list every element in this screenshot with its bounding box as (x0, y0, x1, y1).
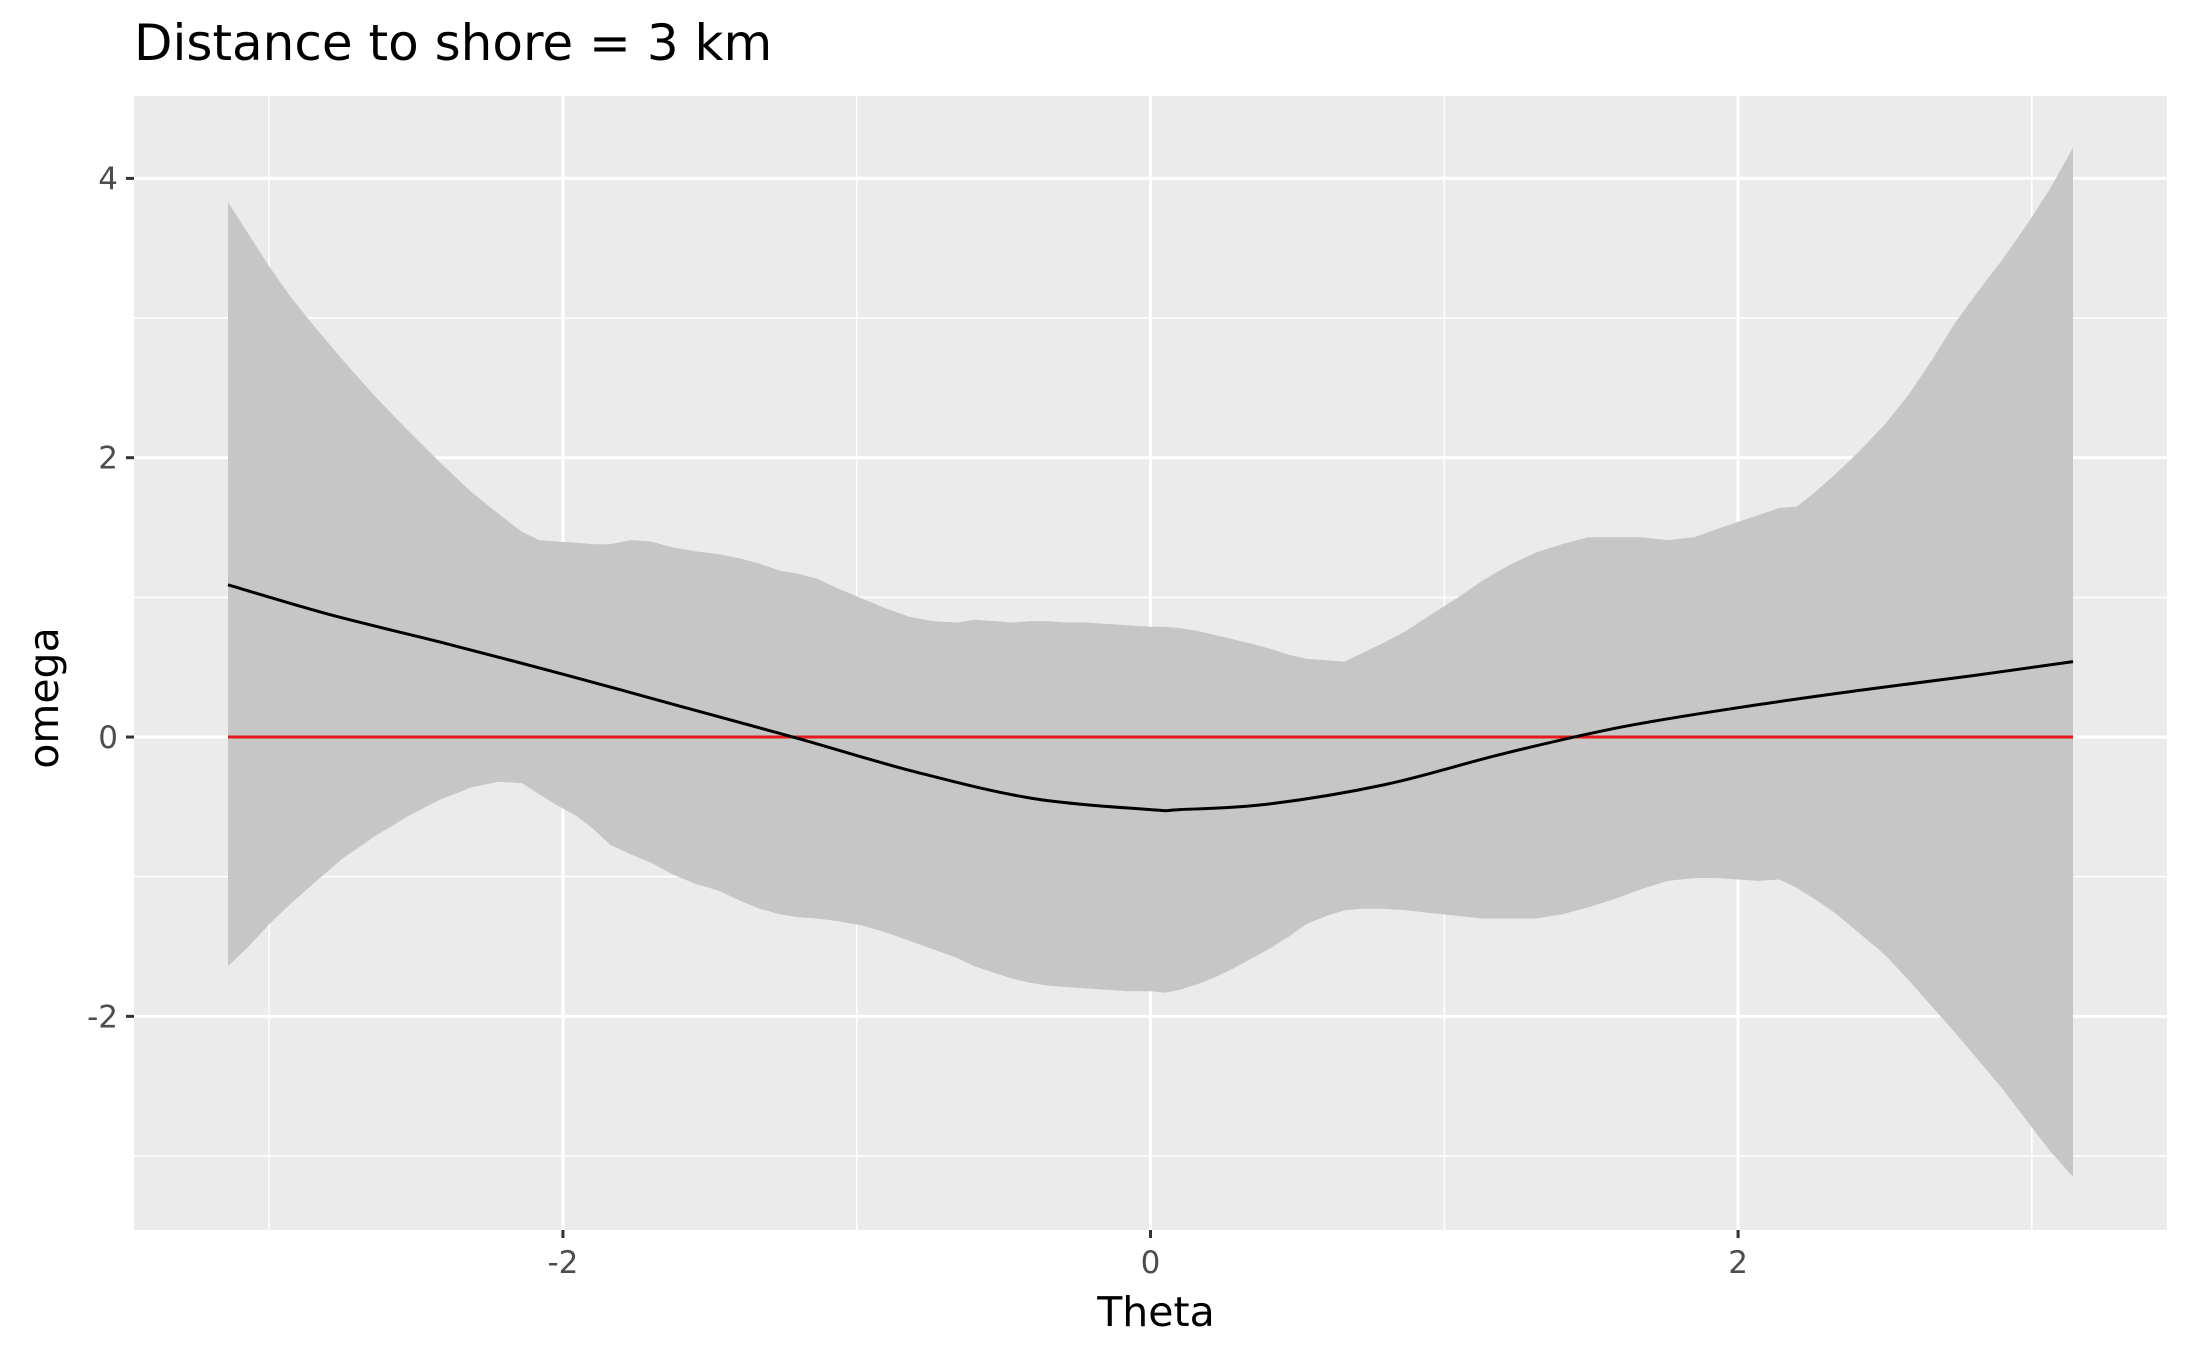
confidence-ribbon (228, 147, 2073, 1177)
chart-title: Distance to shore = 3 km (134, 14, 772, 72)
x-axis-title: Theta (1096, 1288, 1214, 1336)
y-tick-label: -2 (87, 999, 118, 1035)
y-tick-label: 4 (98, 161, 118, 197)
x-tick-label: 2 (1728, 1245, 1748, 1281)
x-axis: -2 0 2 (547, 1230, 1748, 1281)
y-tick-label: 2 (98, 441, 118, 477)
x-tick-label: 0 (1141, 1245, 1161, 1281)
x-tick-label: -2 (547, 1245, 578, 1281)
fitted-curve (227, 583, 2074, 813)
y-axis-title: omega (20, 627, 68, 768)
y-axis: -2 0 2 4 (87, 161, 134, 1035)
y-tick-label: 0 (98, 720, 118, 756)
